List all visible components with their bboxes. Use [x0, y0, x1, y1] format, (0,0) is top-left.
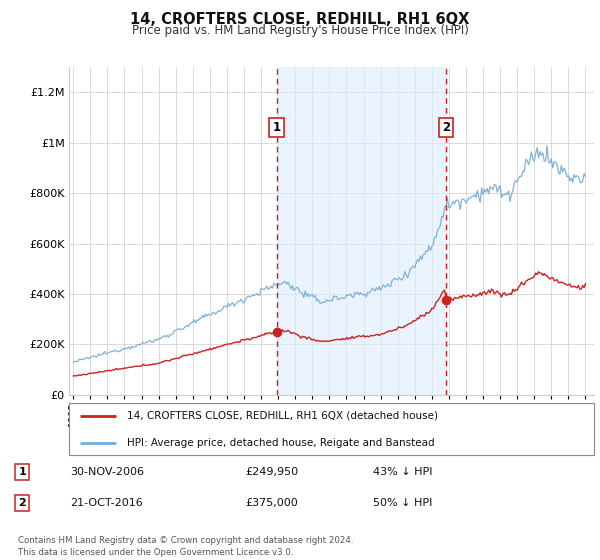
Text: £375,000: £375,000 [245, 498, 298, 508]
Text: £249,950: £249,950 [245, 467, 298, 477]
Text: 21-OCT-2016: 21-OCT-2016 [70, 498, 143, 508]
Bar [277, 67, 446, 395]
Text: 1: 1 [273, 121, 281, 134]
Text: 43% ↓ HPI: 43% ↓ HPI [373, 467, 433, 477]
Text: 2: 2 [442, 121, 450, 134]
Text: HPI: Average price, detached house, Reigate and Banstead: HPI: Average price, detached house, Reig… [127, 438, 434, 448]
Text: 14, CROFTERS CLOSE, REDHILL, RH1 6QX (detached house): 14, CROFTERS CLOSE, REDHILL, RH1 6QX (de… [127, 410, 438, 421]
Text: Price paid vs. HM Land Registry's House Price Index (HPI): Price paid vs. HM Land Registry's House … [131, 24, 469, 37]
FancyBboxPatch shape [69, 403, 594, 455]
Text: 2: 2 [19, 498, 26, 508]
Text: 50% ↓ HPI: 50% ↓ HPI [373, 498, 432, 508]
Text: 14, CROFTERS CLOSE, REDHILL, RH1 6QX: 14, CROFTERS CLOSE, REDHILL, RH1 6QX [130, 12, 470, 27]
Text: Contains HM Land Registry data © Crown copyright and database right 2024.
This d: Contains HM Land Registry data © Crown c… [18, 536, 353, 557]
Text: 30-NOV-2006: 30-NOV-2006 [70, 467, 144, 477]
Text: 1: 1 [19, 467, 26, 477]
